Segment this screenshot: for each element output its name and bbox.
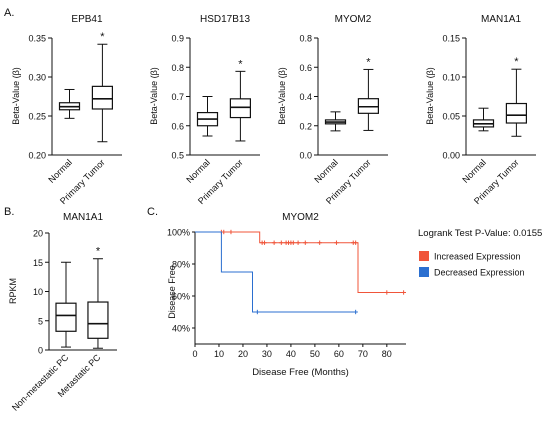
y-tick-label: 0.6 <box>299 63 312 73</box>
y-tick-label: 0.4 <box>299 92 312 102</box>
significance-marker: * <box>238 58 243 70</box>
box-iqr <box>87 301 109 339</box>
censor-mark <box>255 309 260 315</box>
y-tick-label: 0.7 <box>171 92 184 102</box>
box-iqr <box>505 102 527 124</box>
censor-mark <box>334 240 339 245</box>
y-tick-label: 100% <box>167 228 190 238</box>
y-tick-label: 0.8 <box>299 34 312 44</box>
censor-mark <box>353 309 358 315</box>
y-tick-label: 80% <box>172 260 190 270</box>
x-tick-label: 50 <box>310 349 320 359</box>
y-axis-label: Beta-Value (β) <box>277 67 287 125</box>
x-tick-label: 20 <box>238 349 248 359</box>
legend-label-decreased: Decreased Expression <box>434 268 525 278</box>
censor-mark <box>279 240 284 245</box>
y-tick-label: 10 <box>33 287 43 297</box>
km-curve-decreased <box>195 231 356 313</box>
y-tick-label: 0.0 <box>299 151 312 161</box>
censor-mark <box>271 240 277 245</box>
legend-label-increased: Increased Expression <box>434 252 521 262</box>
y-axis-label: RPKM <box>8 278 18 304</box>
censor-mark <box>303 240 308 245</box>
box-plot-myom2: MYOM2 0.0 0.2 0.4 0.6 0.8 Beta-Value (β) Normal… <box>277 14 388 206</box>
y-tick-label: 0.8 <box>171 63 184 73</box>
y-axis-label: Disease Free <box>167 265 177 319</box>
significance-marker: * <box>96 246 101 258</box>
chart-title: MYOM2 <box>335 14 372 25</box>
y-tick-label: 0.35 <box>28 34 46 44</box>
significance-marker: * <box>100 31 105 43</box>
panel-label-a: A. <box>4 7 14 19</box>
x-tick-label: 40 <box>286 349 296 359</box>
y-tick-label: 0.15 <box>442 34 460 44</box>
x-tick-label: 30 <box>262 349 272 359</box>
x-tick-label: 60 <box>334 349 344 359</box>
significance-marker: * <box>514 56 519 68</box>
y-tick-label: 0.6 <box>171 121 184 131</box>
x-tick-label: Normal <box>46 157 74 185</box>
censor-mark <box>295 240 301 245</box>
box-plot-hsd17b13: HSD17B13 0.5 0.6 0.7 0.8 0.9 Beta-Value (β) Nor… <box>149 14 260 206</box>
y-axis-label: Beta-Value (β) <box>11 67 21 125</box>
legend-swatch-decreased <box>419 267 429 277</box>
censor-mark <box>384 290 390 295</box>
x-tick-label: 10 <box>214 349 224 359</box>
y-tick-label: 0.10 <box>442 73 460 83</box>
box-iqr <box>55 302 77 332</box>
panel-label-c: C. <box>147 206 158 218</box>
y-tick-label: 0.25 <box>28 112 46 122</box>
x-tick-label: 70 <box>358 349 368 359</box>
y-tick-label: 0 <box>38 346 43 356</box>
x-tick-label: Normal <box>312 157 340 185</box>
censor-mark <box>228 229 234 235</box>
x-tick-label: Normal <box>460 157 488 185</box>
y-tick-label: 0.9 <box>171 34 184 44</box>
y-tick-label: 0.30 <box>28 73 46 83</box>
chart-title: EPB41 <box>71 14 103 25</box>
censor-mark <box>291 240 296 245</box>
x-tick-label: Normal <box>184 157 212 185</box>
y-axis-label: Beta-Value (β) <box>149 67 159 125</box>
km-curve-increased <box>195 231 406 293</box>
chart-title: MAN1A1 <box>63 212 103 223</box>
y-tick-label: 60% <box>172 292 190 302</box>
box-iqr <box>229 98 251 119</box>
censor-mark <box>221 229 226 235</box>
x-tick-label: 80 <box>382 349 392 359</box>
censor-mark <box>262 240 267 245</box>
chart-title: HSD17B13 <box>200 14 250 25</box>
box-plot-man1a1-beta: MAN1A1 0.00 0.05 0.10 0.15 Beta-Value (β) Norm… <box>425 14 536 206</box>
y-axis-label: Beta-Value (β) <box>425 67 435 125</box>
y-tick-label: 15 <box>33 258 43 268</box>
x-axis-label: Disease Free (Months) <box>252 367 349 378</box>
chart-title: MAN1A1 <box>481 14 521 25</box>
y-tick-label: 0.05 <box>442 112 460 122</box>
box-iqr <box>91 85 114 110</box>
y-tick-label: 0.20 <box>28 151 46 161</box>
censor-mark <box>353 240 358 245</box>
y-tick-label: 0.00 <box>442 151 460 161</box>
logrank-pvalue: Logrank Test P-Value: 0.0155 <box>418 228 542 239</box>
x-tick-label: 0 <box>192 349 197 359</box>
y-tick-label: 20 <box>33 229 43 239</box>
censor-mark <box>317 240 322 245</box>
legend-swatch-increased <box>419 251 429 261</box>
box-plot-epb41: EPB41 0.20 0.25 0.30 0.35 Beta-Value (β) Norma… <box>11 14 122 206</box>
y-tick-label: 0.2 <box>299 121 312 131</box>
y-tick-label: 0.5 <box>171 151 184 161</box>
significance-marker: * <box>366 56 371 68</box>
y-tick-label: 5 <box>38 316 43 326</box>
x-tick-label: Non-metastatic PC <box>10 352 71 413</box>
kaplan-meier-plot-myom2: MYOM2 40% 60% 80% 100% 0 10 20 30 40 50 60 70 80 Disea… <box>167 212 542 378</box>
y-tick-label: 40% <box>172 324 190 334</box>
panel-label-b: B. <box>4 206 14 218</box>
censor-mark <box>401 290 406 295</box>
chart-title: MYOM2 <box>282 212 319 223</box>
